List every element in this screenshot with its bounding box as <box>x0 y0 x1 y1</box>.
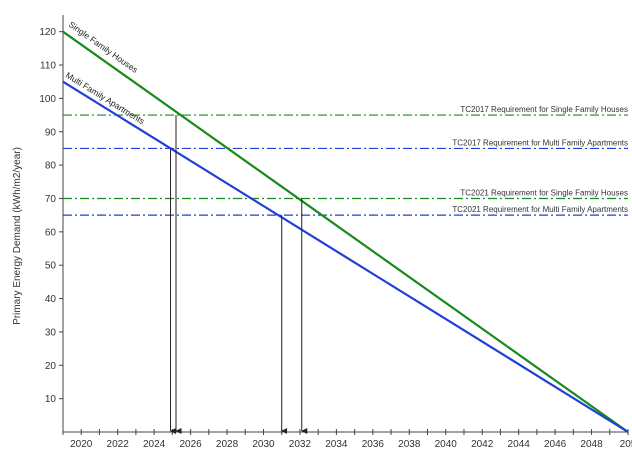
y-tick-label: 20 <box>45 361 57 372</box>
y-tick-label: 80 <box>45 161 57 172</box>
reference-line-label: TC2021 Requirement for Single Family Hou… <box>460 188 628 197</box>
series-lines <box>62 30 629 433</box>
x-tick-label: 2030 <box>252 439 275 450</box>
drop-arrows <box>170 115 308 434</box>
x-tick-label: 2040 <box>435 439 458 450</box>
x-tick-label: 2048 <box>580 439 603 450</box>
y-tick-label: 100 <box>39 94 56 105</box>
series-label: Single Family Houses <box>67 19 140 75</box>
reference-line-label: TC2017 Requirement for Multi Family Apar… <box>452 138 628 147</box>
x-tick-label: 2024 <box>143 439 166 450</box>
series-label: Multi Family Apartments <box>64 70 146 126</box>
x-tick-label: 2046 <box>544 439 567 450</box>
x-tick-label: 2020 <box>70 439 93 450</box>
x-tick-label: 2038 <box>398 439 421 450</box>
x-tick-label: 2044 <box>508 439 531 450</box>
y-tick-label: 120 <box>39 27 56 38</box>
y-tick-label: 60 <box>45 227 57 238</box>
reference-line-label: TC2017 Requirement for Single Family Hou… <box>460 105 628 114</box>
series-line <box>62 30 629 433</box>
x-tick-label: 2032 <box>289 439 312 450</box>
y-tick-label: 110 <box>40 61 56 72</box>
y-tick-label: 30 <box>45 327 57 338</box>
y-tick-label: 10 <box>45 394 57 405</box>
y-tick-label: 50 <box>45 261 57 272</box>
x-tick-label: 2036 <box>362 439 385 450</box>
x-tick-label: 2034 <box>325 439 348 450</box>
y-tick-label: 70 <box>45 194 57 205</box>
x-tick-label: 2028 <box>216 439 239 450</box>
y-axis-label: Primary Energy Demand (kWh/m2/year) <box>12 147 23 325</box>
x-tick-label: 2042 <box>471 439 494 450</box>
y-tick-label: 40 <box>45 294 57 305</box>
reference-line-label: TC2021 Requirement for Multi Family Apar… <box>452 205 628 214</box>
reference-lines: TC2017 Requirement for Single Family Hou… <box>63 105 628 216</box>
series-line <box>62 80 629 433</box>
y-tick-label: 90 <box>45 127 57 138</box>
x-tick-label: 2026 <box>179 439 202 450</box>
x-tick-label: 2022 <box>107 439 130 450</box>
x-tick-label: 205 <box>620 439 632 450</box>
